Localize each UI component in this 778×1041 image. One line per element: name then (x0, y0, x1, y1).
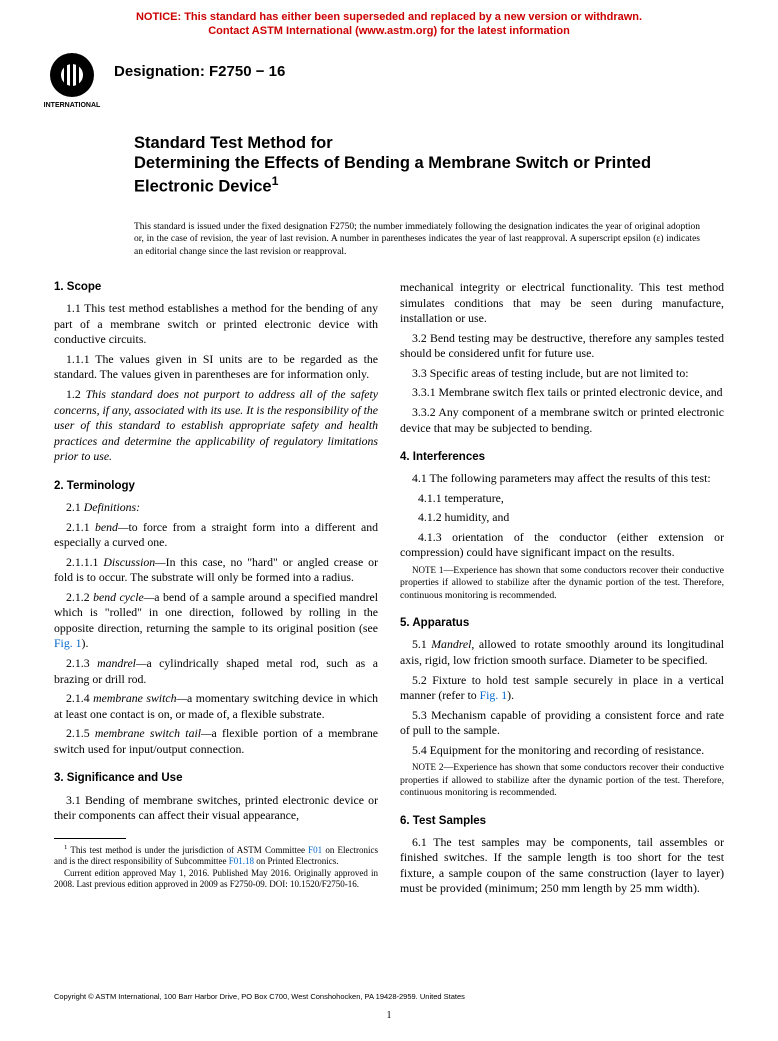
title-sup: 1 (272, 174, 279, 188)
p: 3.3.2 Any component of a membrane switch… (400, 405, 724, 436)
title-line1: Standard Test Method for (134, 134, 333, 152)
p: 3.3 Specific areas of testing include, b… (400, 366, 724, 382)
p: 2.1.5 membrane switch tail—a flexible po… (54, 726, 378, 757)
notice-line1: NOTICE: This standard has either been su… (136, 11, 642, 23)
p: 4.1.1 temperature, (400, 491, 724, 507)
p: 2.1.2 bend cycle—a bend of a sample arou… (54, 590, 378, 652)
p: 1.2 This standard does not purport to ad… (54, 387, 378, 465)
svg-text:INTERNATIONAL: INTERNATIONAL (44, 102, 101, 109)
sec6-head: 6. Test Samples (400, 814, 724, 829)
body-columns: 1. Scope 1.1 This test method establishe… (0, 258, 778, 901)
p: 3.3.1 Membrane switch flex tails or prin… (400, 385, 724, 401)
header-row: INTERNATIONAL Designation: F2750 − 16 (0, 43, 778, 109)
p: 2.1 Definitions: (54, 500, 378, 516)
fig1-link[interactable]: Fig. 1 (54, 636, 82, 650)
sec5-head: 5. Apparatus (400, 616, 724, 631)
p: 1.1.1 The values given in SI units are t… (54, 352, 378, 383)
note1: NOTE 1—Experience has shown that some co… (400, 565, 724, 602)
footnote-2: Current edition approved May 1, 2016. Pu… (54, 868, 378, 891)
title-block: Standard Test Method for Determining the… (0, 109, 778, 207)
astm-logo: INTERNATIONAL (40, 51, 104, 109)
subcommittee-link[interactable]: F01.18 (229, 856, 254, 866)
copyright: Copyright © ASTM International, 100 Barr… (54, 992, 465, 1001)
p: 5.4 Equipment for the monitoring and rec… (400, 743, 724, 759)
p: 2.1.3 mandrel—a cylindrically shaped met… (54, 656, 378, 687)
p: 4.1.3 orientation of the conductor (eith… (400, 530, 724, 561)
left-column: 1. Scope 1.1 This test method establishe… (54, 280, 378, 901)
p: 2.1.1 bend—to force from a straight form… (54, 520, 378, 551)
footnote-1: 1 This test method is under the jurisdic… (54, 844, 378, 868)
footnote-rule (54, 838, 126, 839)
committee-link[interactable]: F01 (308, 845, 322, 855)
p: 5.3 Mechanism capable of providing a con… (400, 708, 724, 739)
note2: NOTE 2—Experience has shown that some co… (400, 762, 724, 799)
sec3-head: 3. Significance and Use (54, 771, 378, 786)
p: 5.1 Mandrel, allowed to rotate smoothly … (400, 637, 724, 668)
p: 6.1 The test samples may be components, … (400, 835, 724, 897)
right-column: mechanical integrity or electrical funct… (400, 280, 724, 901)
fig1-link[interactable]: Fig. 1 (480, 688, 508, 702)
title-line2: Determining the Effects of Bending a Mem… (134, 154, 651, 195)
p: 3.1 Bending of membrane switches, printe… (54, 793, 378, 824)
sec1-head: 1. Scope (54, 280, 378, 295)
p: 3.2 Bend testing may be destructive, the… (400, 331, 724, 362)
p: 2.1.4 membrane switch—a momentary switch… (54, 691, 378, 722)
notice-banner: NOTICE: This standard has either been su… (0, 0, 778, 43)
p: 5.2 Fixture to hold test sample securely… (400, 673, 724, 704)
p: 1.1 This test method establishes a metho… (54, 301, 378, 348)
standard-title: Standard Test Method for Determining the… (134, 133, 700, 197)
p: 4.1.2 humidity, and (400, 510, 724, 526)
sec4-head: 4. Interferences (400, 450, 724, 465)
notice-line2: Contact ASTM International (www.astm.org… (208, 25, 570, 37)
p: 2.1.1.1 Discussion—In this case, no "har… (54, 555, 378, 586)
issuance-note: This standard is issued under the fixed … (0, 207, 778, 258)
p: 4.1 The following parameters may affect … (400, 471, 724, 487)
p: mechanical integrity or electrical funct… (400, 280, 724, 327)
designation: Designation: F2750 − 16 (114, 51, 285, 80)
sec2-head: 2. Terminology (54, 479, 378, 494)
page-number: 1 (0, 1010, 778, 1021)
